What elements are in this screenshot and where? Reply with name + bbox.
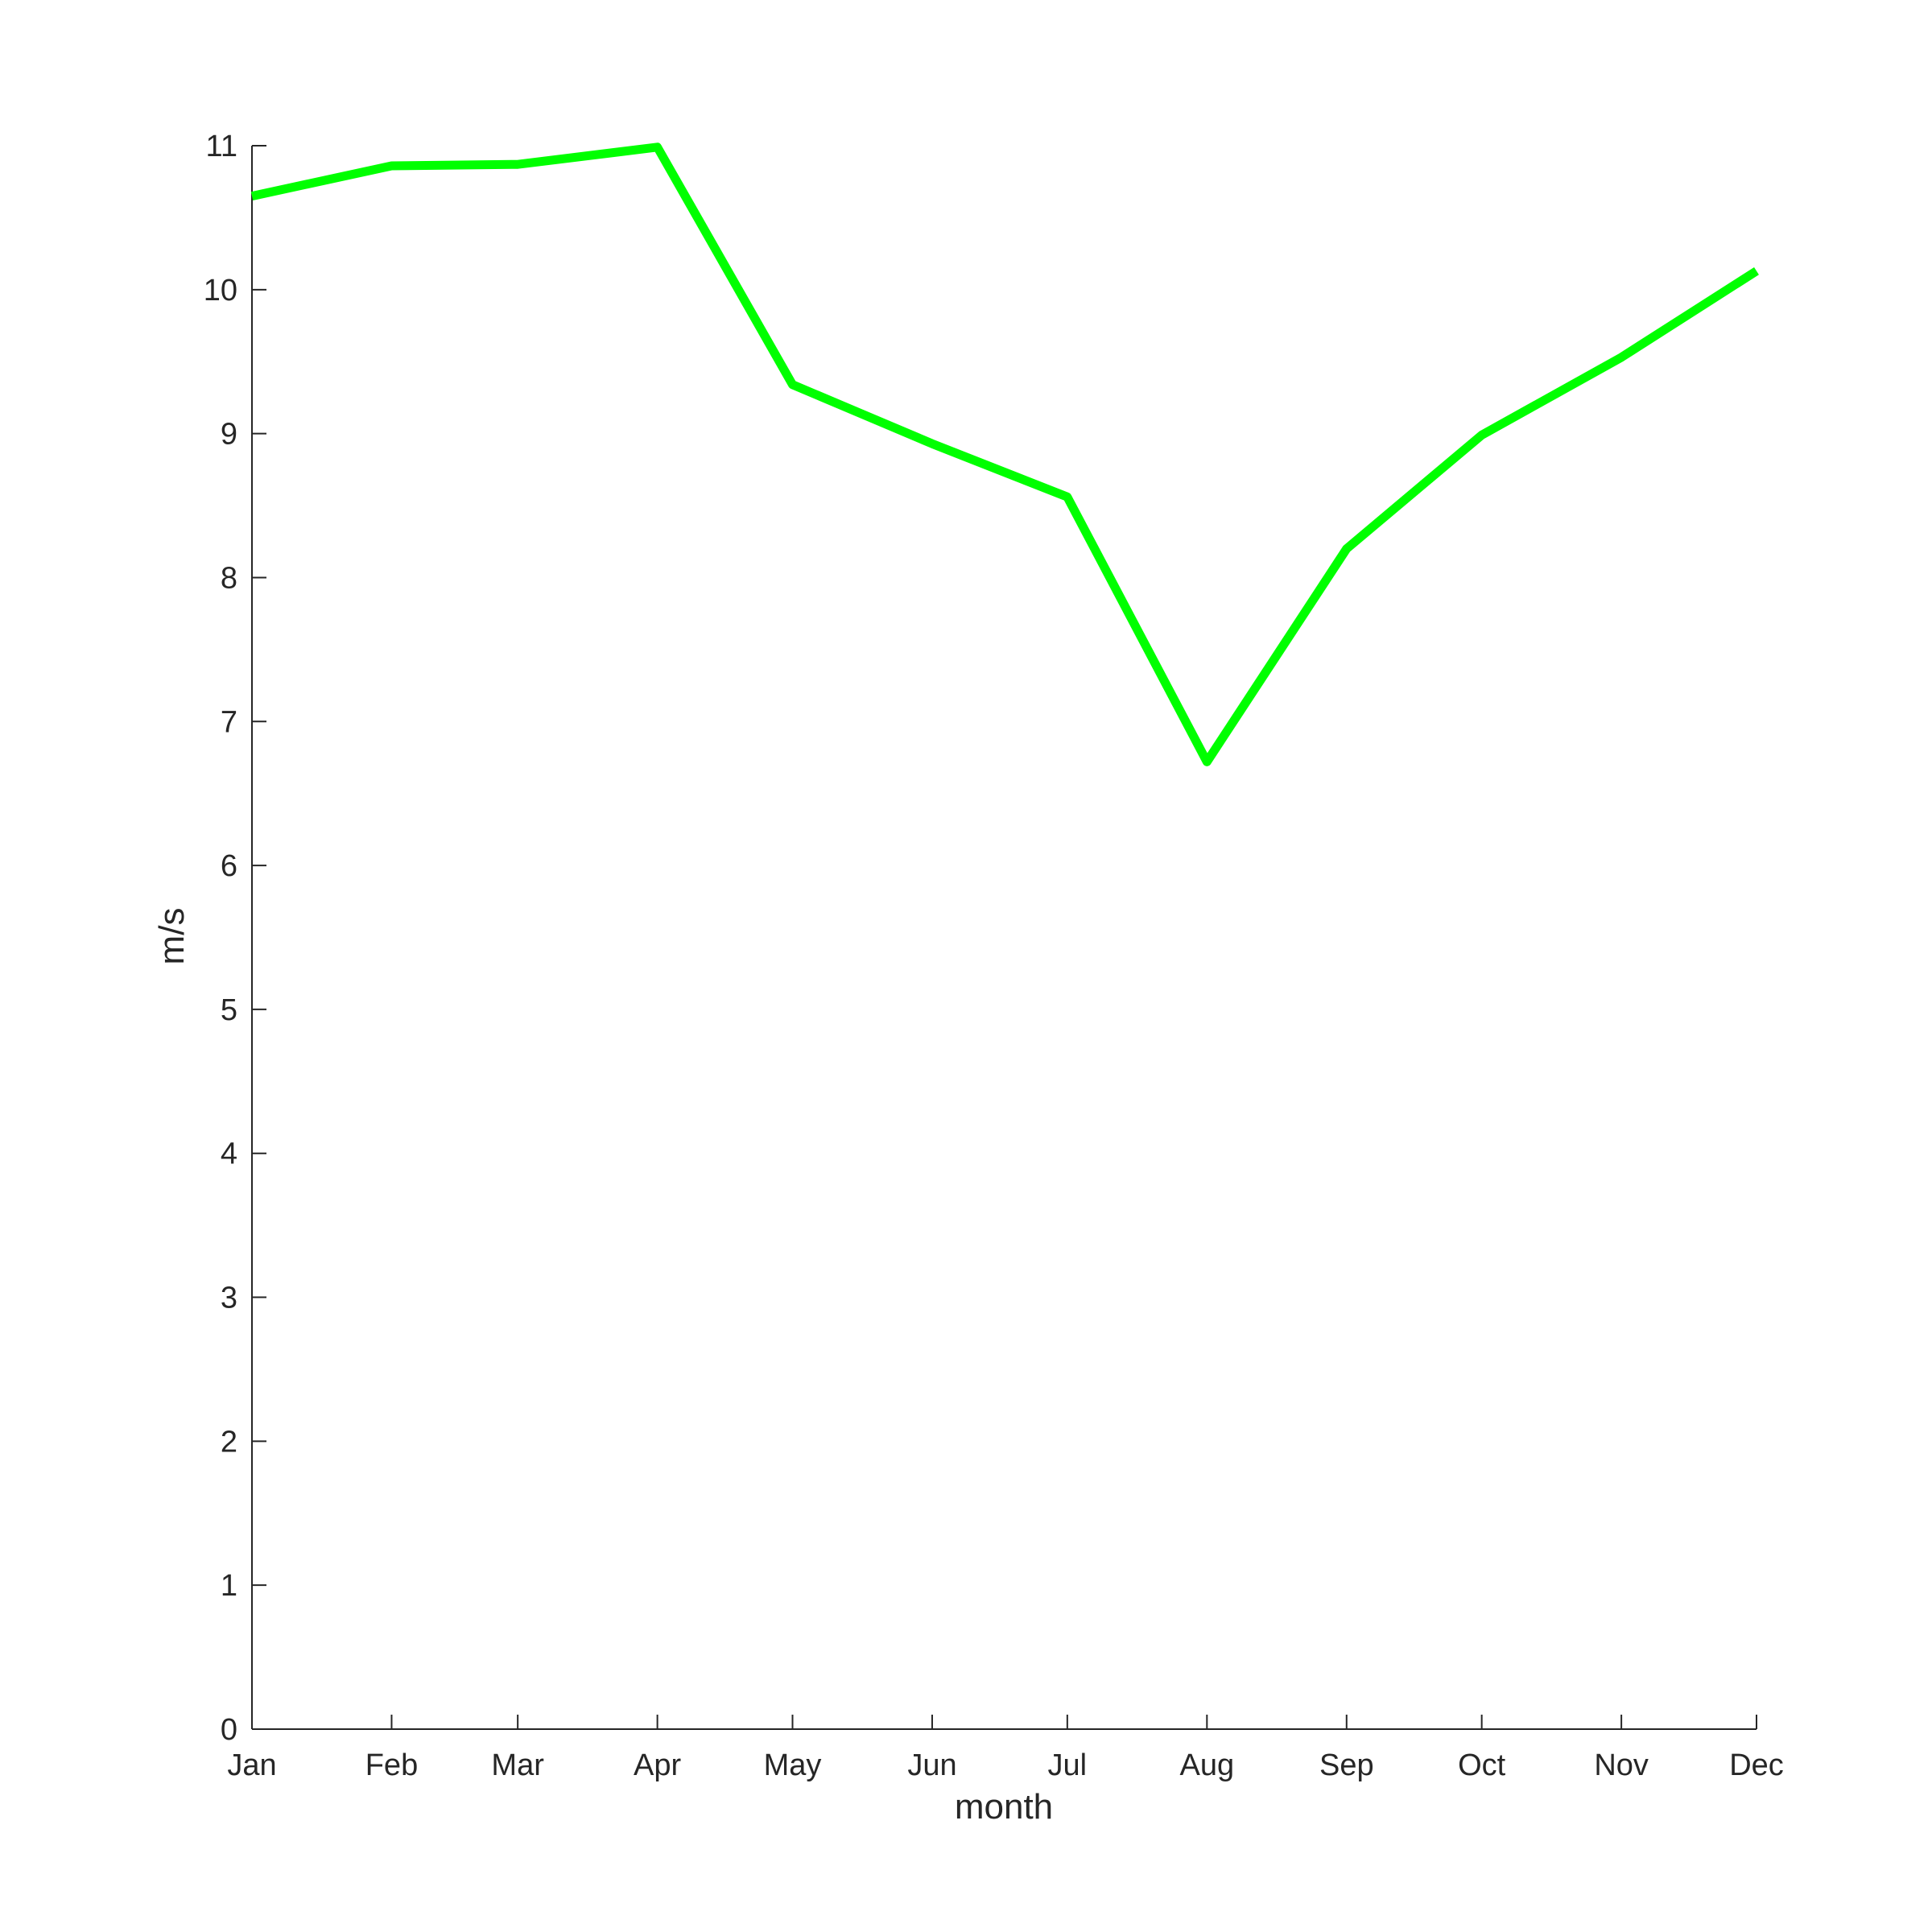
y-tick-label: 6 xyxy=(221,849,237,883)
x-tick-label: Jan xyxy=(227,1748,276,1782)
x-tick-label: May xyxy=(764,1748,822,1782)
y-axis-title: m/s xyxy=(152,908,192,965)
y-tick-label: 10 xyxy=(204,274,237,308)
y-tick-label: 3 xyxy=(221,1282,237,1315)
y-axis-ticks: 0 1 2 3 4 5 6 7 8 9 10 11 xyxy=(204,130,266,1747)
x-tick-label: Nov xyxy=(1594,1748,1649,1782)
x-tick-label: Jun xyxy=(907,1748,956,1782)
y-tick-label: 11 xyxy=(206,130,237,163)
x-tick-label: Mar xyxy=(491,1748,544,1782)
x-axis-title: month xyxy=(955,1787,1053,1827)
x-tick-label: Apr xyxy=(634,1748,681,1782)
y-tick-label: 5 xyxy=(221,993,237,1027)
x-tick-label: Sep xyxy=(1319,1748,1374,1782)
y-tick-label: 4 xyxy=(221,1137,237,1171)
y-tick-label: 1 xyxy=(221,1569,237,1603)
y-tick-label: 2 xyxy=(221,1425,237,1459)
x-axis-ticks: Jan Feb Mar Apr May Jun Jul Aug Sep Oct Nov Dec xyxy=(227,1715,1784,1782)
axes xyxy=(251,146,1757,1730)
series-layer xyxy=(250,142,1759,766)
x-tick-label: Oct xyxy=(1458,1748,1506,1782)
x-tick-label: Jul xyxy=(1048,1748,1088,1782)
series-line xyxy=(250,142,1759,766)
y-tick-label: 0 xyxy=(221,1713,237,1747)
y-tick-label: 9 xyxy=(221,418,237,452)
y-tick-label: 8 xyxy=(221,561,237,595)
x-tick-label: Feb xyxy=(365,1748,418,1782)
x-tick-label: Aug xyxy=(1179,1748,1234,1782)
x-tick-label: Dec xyxy=(1729,1748,1784,1782)
y-tick-label: 7 xyxy=(221,705,237,739)
